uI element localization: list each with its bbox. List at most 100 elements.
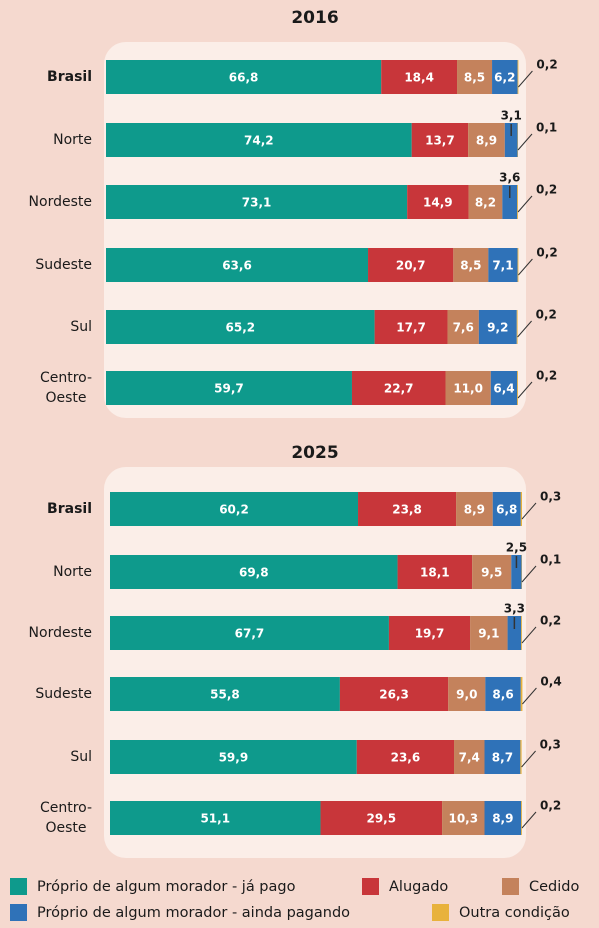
leader-line xyxy=(518,258,533,276)
value-label: 59,7 xyxy=(214,382,244,396)
value-label: 55,8 xyxy=(210,688,240,702)
value-label: 9,0 xyxy=(456,688,477,702)
value-label: 14,9 xyxy=(423,196,453,210)
category-label: Nordeste xyxy=(29,625,92,641)
bar-segment xyxy=(106,371,352,405)
value-label: 29,5 xyxy=(366,812,396,826)
chart-title: 2025 xyxy=(291,443,338,463)
bar-segment xyxy=(106,60,382,94)
bar-segment xyxy=(490,371,518,405)
bar-segment xyxy=(110,555,398,589)
bar-segment xyxy=(110,492,359,526)
leader-line xyxy=(517,133,533,151)
leader-line xyxy=(521,626,537,644)
value-label: 3,6 xyxy=(499,171,520,185)
bar-segment xyxy=(320,801,443,835)
category-label: Sudeste xyxy=(35,686,92,702)
value-label: 59,9 xyxy=(219,751,249,765)
bar-segment xyxy=(381,60,458,94)
value-label: 0,2 xyxy=(536,183,557,197)
panel xyxy=(104,42,526,418)
value-label: 8,9 xyxy=(476,134,497,148)
value-label: 74,2 xyxy=(244,134,274,148)
legend-label: Cedido xyxy=(529,879,579,895)
value-label: 8,5 xyxy=(464,71,485,85)
bar-segment xyxy=(447,310,479,344)
bar-segment xyxy=(502,185,518,219)
bar-segment xyxy=(470,616,508,650)
category-label: Norte xyxy=(53,132,92,148)
value-label: 6,4 xyxy=(493,382,514,396)
value-label: 0,3 xyxy=(540,738,561,752)
bar-segment xyxy=(388,616,471,650)
bar-segment xyxy=(517,185,518,219)
value-label: 19,7 xyxy=(415,627,445,641)
bar-segment xyxy=(468,185,503,219)
legend-label: Próprio de algum morador - já pago xyxy=(37,879,296,895)
leader-line xyxy=(518,70,533,88)
legend-swatch xyxy=(432,904,449,921)
bar-segment xyxy=(511,555,522,589)
value-label: 3,1 xyxy=(501,109,522,123)
value-label: 0,1 xyxy=(540,553,561,567)
value-label: 20,7 xyxy=(396,259,426,273)
bar-segment xyxy=(456,492,493,526)
value-label: 11,0 xyxy=(453,382,483,396)
value-label: 63,6 xyxy=(222,259,252,273)
bar-segment xyxy=(507,616,522,650)
value-label: 0,3 xyxy=(540,490,561,504)
category-label: Centro-Oeste xyxy=(40,800,92,836)
bar-segment xyxy=(445,371,491,405)
bar-segment xyxy=(472,555,512,589)
value-label: 2,5 xyxy=(506,541,527,555)
value-label: 8,7 xyxy=(492,751,513,765)
bar-segment xyxy=(468,123,505,157)
value-label: 22,7 xyxy=(384,382,414,396)
category-label: Sul xyxy=(70,749,92,765)
category-label: Nordeste xyxy=(29,194,92,210)
value-label: 9,2 xyxy=(487,321,508,335)
value-label: 0,2 xyxy=(540,799,561,813)
leader-line xyxy=(521,750,536,768)
bar-segment xyxy=(356,740,455,774)
value-label: 0,2 xyxy=(536,246,557,260)
bar-segment xyxy=(110,616,389,650)
value-label: 0,2 xyxy=(536,308,557,322)
bar-segment xyxy=(516,310,518,344)
leader-line xyxy=(521,811,537,829)
leader-line xyxy=(517,320,532,338)
value-label: 0,1 xyxy=(536,121,557,135)
leader-line xyxy=(517,195,533,213)
bar-segment xyxy=(448,677,486,711)
bar-segment xyxy=(358,492,457,526)
bar-segment xyxy=(106,248,369,282)
bar-segment xyxy=(492,492,521,526)
bar-segment xyxy=(521,616,522,650)
category-label: Brasil xyxy=(47,69,92,85)
value-label: 10,3 xyxy=(448,812,478,826)
bar-segment xyxy=(110,740,357,774)
category-label: Sul xyxy=(70,319,92,335)
value-label: 0,2 xyxy=(540,614,561,628)
bar-segment xyxy=(517,60,519,94)
legend-swatch xyxy=(502,878,519,895)
bar-segment xyxy=(488,248,518,282)
bar-segment xyxy=(457,60,493,94)
value-label: 60,2 xyxy=(219,503,249,517)
value-label: 8,9 xyxy=(492,812,513,826)
legend-label: Outra condição xyxy=(459,905,570,921)
legend-label: Próprio de algum morador - ainda pagando xyxy=(37,905,350,921)
leader-line xyxy=(517,381,533,399)
value-label: 13,7 xyxy=(425,134,455,148)
value-label: 9,5 xyxy=(481,566,502,580)
value-label: 0,2 xyxy=(536,58,557,72)
bar-segment xyxy=(110,801,321,835)
value-label: 8,9 xyxy=(464,503,485,517)
bar-segment xyxy=(520,677,523,711)
value-label: 7,4 xyxy=(459,751,480,765)
bar-segment xyxy=(339,677,449,711)
value-label: 9,1 xyxy=(478,627,499,641)
bar-segment xyxy=(484,801,522,835)
value-label: 69,8 xyxy=(239,566,269,580)
